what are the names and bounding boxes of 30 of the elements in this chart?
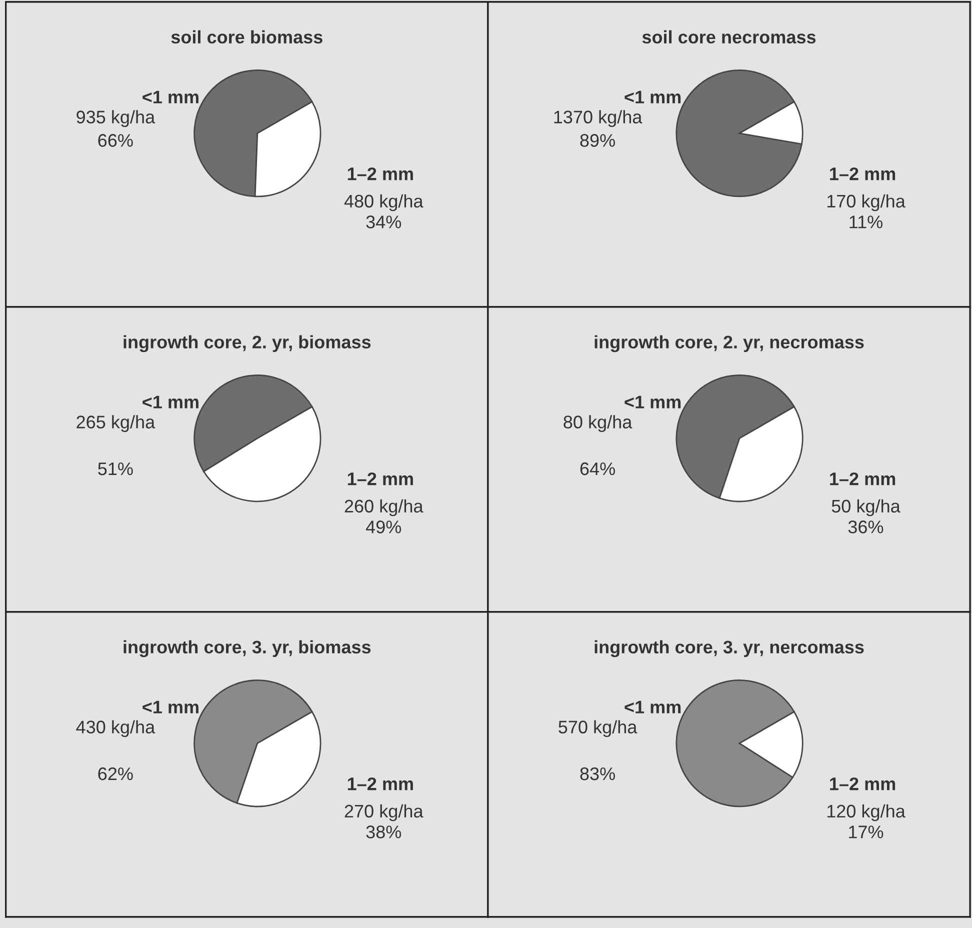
text: 430 kg/ha 62% — [76, 720, 156, 780]
slice-label: <1 mm — [624, 396, 681, 408]
slice-label: <1 mm — [624, 90, 681, 104]
chart-title: ingrowth core, 2. yr, biomass — [124, 335, 371, 352]
slice-label: 1–2 mm — [348, 167, 413, 180]
data-label: 935 kg/ha 66% — [76, 110, 156, 147]
slice-label: 1–2 mm — [348, 777, 413, 790]
chart-title: soil core necromass — [642, 30, 816, 44]
slice-label: <1 mm — [142, 700, 198, 714]
slice-label: <1 mm — [142, 396, 198, 408]
chart-title: soil core biomass — [171, 30, 322, 44]
chart-title: ingrowth core, 3. yr, biomass — [124, 640, 371, 658]
chart-title: ingrowth core, 3. yr, nercomass — [594, 640, 864, 658]
text: 80 kg/ha 64% — [564, 415, 632, 476]
data-label: 480 kg/ha 34% — [344, 194, 424, 228]
chart-title: ingrowth core, 2. yr, necromass — [594, 335, 864, 352]
data-label: 260 kg/ha 49% — [344, 499, 424, 534]
slice-label: 1–2 mm — [348, 472, 413, 486]
slice-label: 1–2 mm — [830, 167, 896, 180]
data-label: 120 kg/ha 17% — [827, 804, 906, 838]
slice-label: 1–2 mm — [830, 777, 896, 790]
data-label: 270 kg/ha 38% — [344, 804, 424, 838]
data-label: 50 kg/ha 36% — [832, 499, 900, 534]
slice-label: <1 mm — [624, 700, 681, 714]
text: 570 kg/ha 83% — [558, 720, 638, 780]
slice-label: <1 mm — [142, 90, 198, 104]
text: 265 kg/ha 51% — [76, 415, 156, 476]
data-label: 170 kg/ha 11% — [827, 194, 906, 228]
data-label: 1370 kg/ha 89% — [554, 110, 642, 147]
slice-label: 1–2 mm — [830, 472, 896, 486]
